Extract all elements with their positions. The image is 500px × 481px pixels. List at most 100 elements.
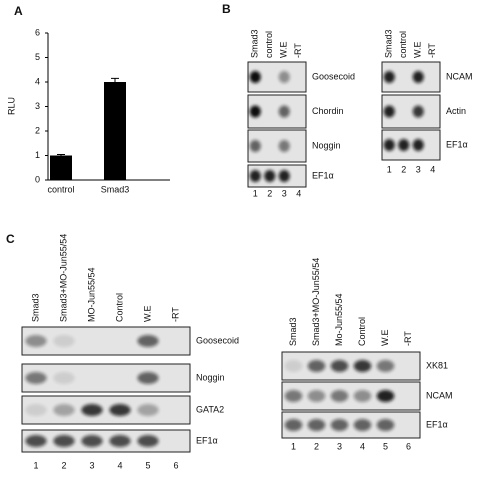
lane-label: control [264,31,274,58]
y-tick-label: 3 [35,101,40,111]
row-label: NCAM [446,71,473,81]
gel-band [353,390,372,402]
gel-band [137,335,159,347]
gel-band [412,139,424,151]
gel-band [109,435,131,447]
row-label: NCAM [426,390,453,400]
lane-number: 1 [253,188,258,198]
error-bar [57,154,65,157]
x-tick-label: Smad3 [101,184,130,194]
gel-band [81,435,103,447]
row-label: EF1α [446,139,468,149]
gel-band [53,404,75,416]
gel-band [330,390,349,402]
lane-number: 2 [267,188,272,198]
row-label: GATA2 [196,404,224,414]
gel-band [284,419,303,431]
row-label: EF1α [426,419,448,429]
lane-label: Smad3+MO-Jun55/54 [58,234,68,322]
y-tick-label: 5 [35,52,40,62]
gel-band [25,335,47,347]
gel-strip [281,381,421,411]
gel-band [278,105,290,118]
gel-band [353,360,372,372]
lane-label: -RT [403,331,413,346]
gel-band [137,435,159,447]
panel-label: C [6,232,15,246]
gel-band [307,390,326,402]
gel-band [25,435,47,447]
row-label: Noggin [312,140,341,150]
gel-strip [21,326,191,356]
gel-band [412,71,424,83]
gel-band [249,105,261,118]
lane-label: MO-Jun55/54 [86,267,96,322]
lane-label: Control [357,317,367,346]
lane-label: -RT [293,43,303,58]
lane-number: 3 [282,188,287,198]
gel-strip [21,395,191,425]
lane-number: 6 [406,441,411,451]
gel-band [284,360,303,372]
gel-band [284,390,303,402]
gel-strip [247,164,307,188]
gel-band [137,372,159,384]
gel-strip [21,363,191,393]
lane-number: 5 [383,441,388,451]
row-label: Noggin [196,372,225,382]
lane-label: W.E [380,329,390,346]
lane-number: 3 [337,441,342,451]
lane-number: 4 [117,460,122,470]
lane-number: 5 [145,460,150,470]
gel-band [383,139,395,151]
gel-band [330,360,349,372]
gel-band [278,71,290,83]
row-label: Goosecoid [312,71,355,81]
gel-band [307,360,326,372]
y-tick-label: 0 [35,174,40,184]
lane-label: -RT [170,307,180,322]
gel-band [25,372,47,384]
gel-strip [21,429,191,453]
lane-number: 4 [360,441,365,451]
gel-strip [247,129,307,163]
gel-strip [281,351,421,381]
lane-number: 1 [291,441,296,451]
lane-label: Smad3+MO-Jun55/54 [311,258,321,346]
gel-band [353,419,372,431]
gel-band [264,170,276,182]
lane-label: -RT [427,43,437,58]
gel-band [383,105,395,118]
gel-band [376,390,395,402]
gel-band [249,170,261,182]
gel-band [53,372,75,384]
lane-label: control [398,31,408,58]
lane-number: 1 [387,164,392,174]
gel-band [53,335,75,347]
bar [104,82,126,180]
y-tick-label: 2 [35,125,40,135]
lane-label: W.E [413,41,423,58]
panel-label: A [14,4,23,18]
row-label: EF1α [196,435,218,445]
gel-band [383,71,395,83]
gel-band [376,419,395,431]
y-tick-label: 4 [35,76,40,86]
panel-label: B [222,2,231,16]
lane-label: Smad3 [30,293,40,322]
gel-band [249,140,261,152]
lane-label: Smad3 [384,29,394,58]
lane-label: Mo-Jun55/54 [334,293,344,346]
lane-number: 1 [33,460,38,470]
row-label: XK81 [426,360,448,370]
gel-band [376,360,395,372]
row-label: Actin [446,106,466,116]
lane-label: Smad3 [288,317,298,346]
gel-strip [281,411,421,439]
error-bar [111,77,119,86]
gel-band [398,139,410,151]
gel-band [412,105,424,118]
lane-label: Smad3 [250,29,260,58]
row-label: Goosecoid [196,335,239,345]
